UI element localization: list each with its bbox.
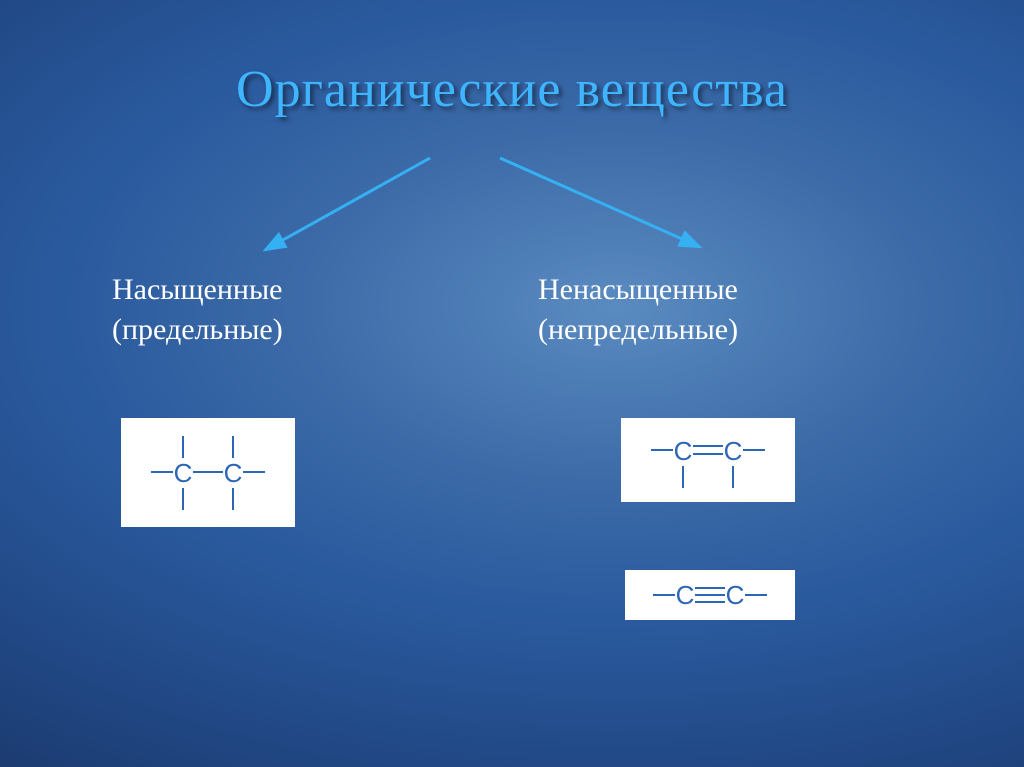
bonds [653, 588, 767, 602]
arrow-line-right [500, 158, 700, 247]
atom-c-left: C [174, 458, 193, 488]
atom-c-left: C [676, 580, 695, 610]
atom-c-right: C [726, 580, 745, 610]
category-unsaturated: Ненасыщенные (непредельные) [538, 270, 738, 350]
category-saturated: Насыщенные (предельные) [112, 270, 283, 350]
atom-c-right: C [224, 458, 243, 488]
bonds [151, 436, 265, 510]
category-unsaturated-line1: Ненасыщенные [538, 270, 738, 310]
atom-c-left: C [674, 436, 693, 466]
formula-single-svg: C C [121, 418, 295, 527]
category-unsaturated-line2: (непредельные) [538, 310, 738, 350]
formula-triple-bond: C C [625, 570, 795, 620]
category-saturated-line2: (предельные) [112, 310, 283, 350]
arrow-right [0, 0, 1024, 767]
category-saturated-line1: Насыщенные [112, 270, 283, 310]
formula-double-bond: C C [621, 418, 795, 502]
atom-c-right: C [724, 436, 743, 466]
formula-triple-svg: C C [625, 570, 795, 620]
bonds [651, 446, 765, 488]
formula-single-bond: C C [121, 418, 295, 527]
formula-double-svg: C C [621, 418, 795, 502]
